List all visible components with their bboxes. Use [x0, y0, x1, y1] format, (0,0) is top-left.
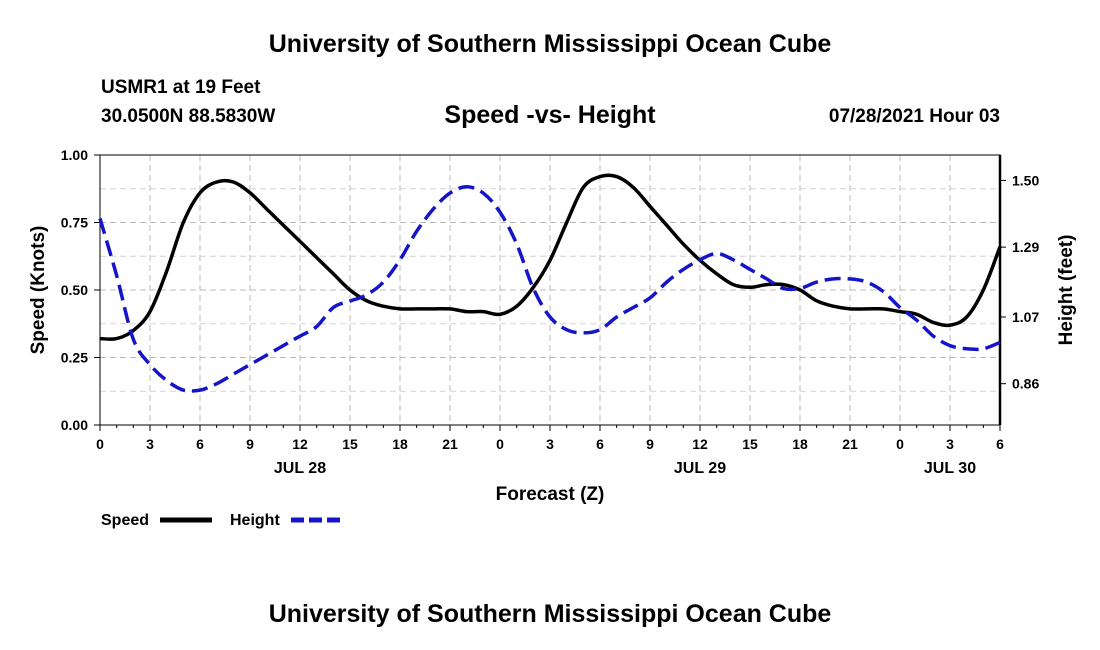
x-tick-label: 21 — [442, 436, 458, 452]
x-axis-label: Forecast (Z) — [496, 484, 605, 505]
x-tick-label: 6 — [996, 436, 1004, 452]
grid-lines — [100, 155, 1000, 425]
x-tick-label: 0 — [96, 436, 104, 452]
date-label: JUL 28 — [274, 460, 326, 477]
x-tick-label: 3 — [546, 436, 554, 452]
station-coordinates: 30.0500N 88.5830W — [101, 106, 276, 127]
x-tick-label: 6 — [196, 436, 204, 452]
date-label: JUL 29 — [674, 460, 726, 477]
y-tick-label: 0.25 — [61, 350, 88, 366]
x-tick-label: 21 — [842, 436, 858, 452]
series-lines — [98, 173, 1002, 393]
axis-ticks: 0 3 6 9 12 15 18 21 0 3 6 9 12 15 18 21 0 3 6 0.00 0.25 0.50 0… — [61, 147, 1040, 477]
x-tick-label: 6 — [596, 436, 604, 452]
x-tick-label: 18 — [792, 436, 808, 452]
x-tick-label: 15 — [342, 436, 358, 452]
y-tick-label: 0.00 — [61, 417, 88, 433]
y2-tick-label: 1.07 — [1012, 309, 1039, 325]
x-tick-label: 9 — [246, 436, 254, 452]
y2-tick-label: 1.50 — [1012, 172, 1039, 188]
series-line-height — [98, 185, 1001, 393]
chart-title: Speed -vs- Height — [444, 101, 656, 129]
x-tick-label: 18 — [392, 436, 408, 452]
main-title: University of Southern Mississippi Ocean… — [268, 30, 832, 58]
y-axis-label: Speed (Knots) — [28, 226, 49, 355]
legend-speed-label: Speed — [101, 512, 149, 529]
y2-tick-label: 0.86 — [1012, 376, 1039, 392]
x-tick-label: 0 — [496, 436, 504, 452]
y-tick-label: 1.00 — [61, 147, 88, 163]
legend: Speed Height — [101, 512, 343, 529]
x-tick-label: 0 — [896, 436, 904, 452]
y2-axis-label: Height (feet) — [1056, 235, 1077, 346]
y2-tick-label: 1.29 — [1012, 239, 1039, 255]
x-tick-label: 15 — [742, 436, 758, 452]
chart-datetime: 07/28/2021 Hour 03 — [828, 106, 1000, 127]
date-label: JUL 30 — [924, 460, 976, 477]
y-tick-label: 0.75 — [61, 215, 88, 231]
x-tick-label: 9 — [646, 436, 654, 452]
series-line-speed — [99, 173, 1002, 341]
legend-height-label: Height — [230, 512, 280, 529]
x-tick-label: 12 — [292, 436, 308, 452]
footer-title: University of Southern Mississippi Ocean… — [268, 600, 832, 628]
station-name: USMR1 at 19 Feet — [101, 77, 261, 98]
x-tick-label: 3 — [146, 436, 154, 452]
x-tick-label: 3 — [946, 436, 954, 452]
y-tick-label: 0.50 — [61, 282, 88, 298]
x-tick-label: 12 — [692, 436, 708, 452]
